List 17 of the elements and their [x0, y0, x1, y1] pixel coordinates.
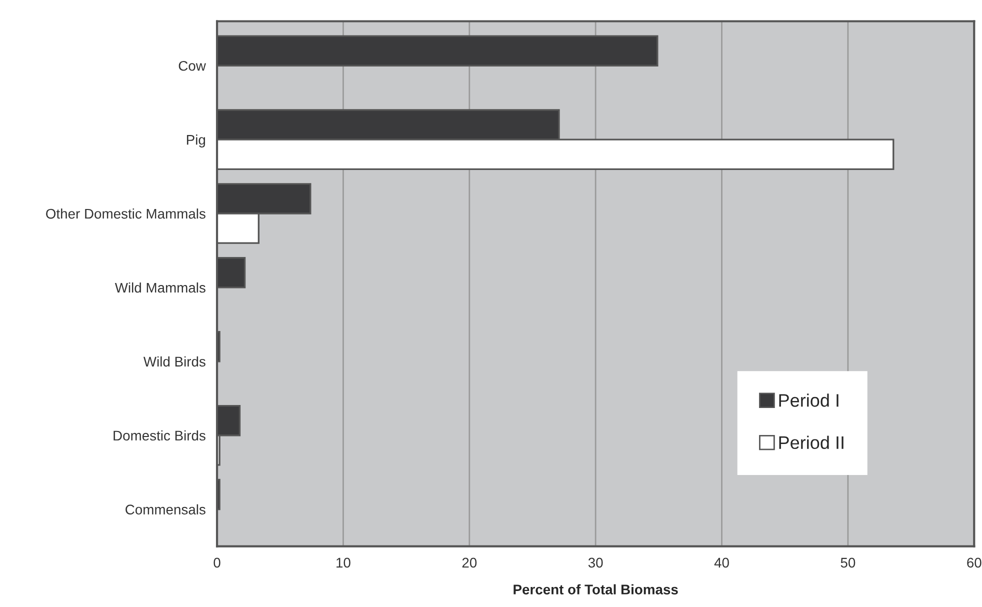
- x-tick-label: 50: [840, 558, 856, 568]
- x-axis-title: Percent of Total Biomass: [514, 584, 678, 594]
- legend-label: Period I: [779, 394, 838, 407]
- y-tick-label: Wild Birds: [143, 356, 206, 367]
- y-tick-label: Other Domestic Mammals: [46, 208, 206, 219]
- x-tick-label: 40: [714, 558, 729, 568]
- legend-label: Period II: [779, 436, 844, 450]
- y-tick-label: Pig: [186, 134, 206, 148]
- y-tick-label: Cow: [178, 60, 206, 71]
- x-tick-label: 60: [967, 558, 982, 568]
- y-tick-label: Wild Mammals: [114, 282, 206, 293]
- x-tick-label: 10: [336, 558, 350, 568]
- y-tick-label: Domestic Birds: [114, 430, 206, 441]
- y-tick-label: Commensals: [126, 504, 206, 514]
- x-tick-label: 20: [462, 558, 477, 568]
- x-tick-label: 0: [214, 558, 220, 568]
- x-tick-label: 30: [588, 558, 603, 568]
